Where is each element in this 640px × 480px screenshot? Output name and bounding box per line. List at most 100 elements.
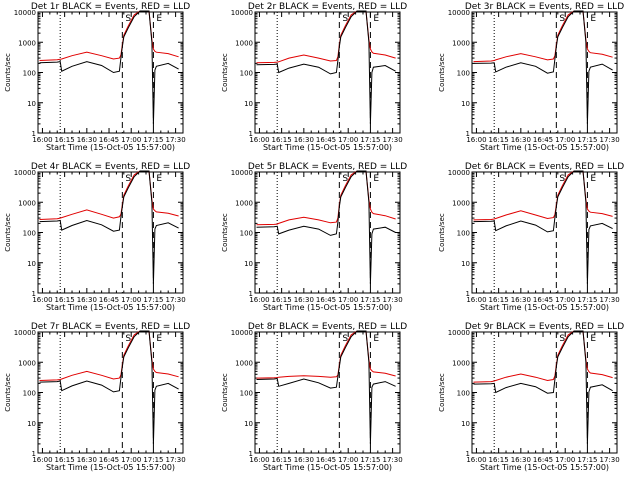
marker-label-e: E	[590, 174, 596, 184]
y-tick-label: 10	[244, 420, 253, 428]
x-tick-label: 17:30	[600, 296, 620, 304]
marker-label-s: S	[125, 174, 131, 184]
series-lld-line	[39, 10, 179, 61]
x-tick-label: 17:15	[360, 136, 380, 144]
x-tick-label: 16:15	[489, 296, 509, 304]
marker-label-s: S	[559, 14, 565, 24]
x-tick-label: 16:30	[511, 136, 531, 144]
marker-label-e: E	[590, 14, 596, 24]
x-tick-label: 16:00	[32, 136, 52, 144]
x-tick-label: 16:45	[99, 456, 119, 464]
panel-det-7: Det 7r BLACK = Events, RED = LLD Counts/s…	[4, 322, 190, 472]
x-tick-label: 16:45	[316, 136, 336, 144]
y-tick-label: 10	[27, 420, 36, 428]
x-tick-label: 17:00	[555, 296, 575, 304]
y-tick-label: 1000	[235, 39, 253, 47]
x-tick-label: 16:30	[294, 456, 314, 464]
marker-label-s: S	[125, 14, 131, 24]
series-events-line	[256, 330, 396, 444]
x-axis-label: Start Time (15-Oct-05 15:57:00)	[480, 143, 609, 152]
y-axis-label: Counts/sec	[438, 213, 446, 252]
x-tick-label: 16:45	[99, 296, 119, 304]
x-tick-label: 17:15	[577, 136, 597, 144]
marker-label-e: E	[373, 334, 379, 344]
panel-title: Det 8r BLACK = Events, RED = LLD	[248, 322, 407, 332]
series-lld-line	[256, 10, 396, 64]
x-tick-label: 16:30	[77, 456, 97, 464]
x-tick-label: 17:15	[143, 456, 163, 464]
x-axis-label: Start Time (15-Oct-05 15:57:00)	[263, 303, 392, 312]
y-tick-label: 10	[27, 260, 36, 268]
y-tick-label: 100	[240, 70, 253, 78]
x-axis-label: Start Time (15-Oct-05 15:57:00)	[46, 143, 175, 152]
marker-label-s: S	[559, 334, 565, 344]
x-axis-label: Start Time (15-Oct-05 15:57:00)	[263, 463, 392, 472]
series-lld-line	[473, 10, 613, 63]
marker-label-e: E	[373, 14, 379, 24]
x-tick-label: 17:30	[600, 456, 620, 464]
x-tick-label: 16:45	[99, 136, 119, 144]
series-events-line	[39, 170, 179, 284]
y-tick-label: 10	[27, 100, 36, 108]
y-tick-label: 1	[466, 450, 470, 458]
y-tick-label: 10	[461, 260, 470, 268]
y-tick-label: 100	[457, 390, 470, 398]
y-tick-label: 10000	[231, 169, 253, 177]
x-tick-label: 16:45	[533, 456, 553, 464]
x-tick-label: 17:00	[338, 456, 358, 464]
y-tick-label: 10	[244, 260, 253, 268]
y-tick-label: 10	[244, 100, 253, 108]
x-tick-label: 17:15	[143, 136, 163, 144]
marker-label-s: S	[342, 174, 348, 184]
x-tick-label: 16:15	[55, 456, 75, 464]
y-tick-label: 10	[461, 100, 470, 108]
x-tick-label: 16:00	[32, 296, 52, 304]
y-tick-label: 1	[249, 130, 253, 138]
x-tick-label: 16:15	[55, 296, 75, 304]
x-tick-label: 16:15	[55, 136, 75, 144]
y-tick-label: 10000	[14, 329, 36, 337]
y-tick-label: 100	[240, 390, 253, 398]
x-tick-label: 16:00	[249, 456, 269, 464]
series-lld-line	[39, 170, 179, 220]
series-lld-line	[256, 330, 396, 379]
y-axis-label: Counts/sec	[438, 53, 446, 92]
panel-title: Det 9r BLACK = Events, RED = LLD	[465, 322, 624, 332]
panel-title: Det 4r BLACK = Events, RED = LLD	[31, 162, 190, 172]
series-events-line	[39, 10, 179, 124]
marker-label-e: E	[156, 334, 162, 344]
x-tick-label: 17:30	[166, 136, 186, 144]
x-axis-label: Start Time (15-Oct-05 15:57:00)	[480, 303, 609, 312]
x-tick-label: 16:15	[272, 296, 292, 304]
panel-title: Det 6r BLACK = Events, RED = LLD	[465, 162, 624, 172]
series-lld-line	[256, 170, 396, 226]
x-tick-label: 16:45	[316, 296, 336, 304]
x-tick-label: 16:30	[511, 456, 531, 464]
y-tick-label: 1000	[452, 39, 470, 47]
x-tick-label: 17:30	[166, 456, 186, 464]
y-tick-label: 10000	[14, 9, 36, 17]
x-tick-label: 16:15	[489, 456, 509, 464]
y-tick-label: 10000	[448, 9, 470, 17]
y-tick-label: 100	[457, 230, 470, 238]
panel-det-1: Det 1r BLACK = Events, RED = LLD Counts/s…	[4, 2, 190, 152]
series-lld-line	[473, 330, 613, 383]
panel-title: Det 1r BLACK = Events, RED = LLD	[31, 2, 190, 12]
x-tick-label: 16:00	[466, 456, 486, 464]
x-tick-label: 16:00	[32, 456, 52, 464]
marker-label-s: S	[342, 14, 348, 24]
x-tick-label: 17:00	[121, 296, 141, 304]
x-tick-label: 17:30	[383, 296, 403, 304]
x-axis-label: Start Time (15-Oct-05 15:57:00)	[480, 463, 609, 472]
series-events-line	[473, 170, 613, 284]
marker-label-s: S	[125, 334, 131, 344]
x-tick-label: 16:15	[272, 136, 292, 144]
y-tick-label: 1	[466, 290, 470, 298]
y-tick-label: 100	[457, 70, 470, 78]
y-tick-label: 10000	[231, 329, 253, 337]
y-tick-label: 100	[240, 230, 253, 238]
x-tick-label: 17:00	[121, 136, 141, 144]
panel-title: Det 2r BLACK = Events, RED = LLD	[248, 2, 407, 12]
x-tick-label: 16:30	[77, 296, 97, 304]
